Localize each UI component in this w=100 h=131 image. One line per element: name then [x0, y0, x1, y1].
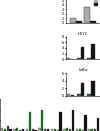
- Bar: [7, 126, 9, 131]
- Bar: [90, 21, 96, 23]
- Bar: [63, 129, 66, 131]
- Title: HEY1: HEY1: [78, 32, 88, 36]
- Bar: [44, 129, 46, 131]
- Bar: [94, 0, 97, 2]
- Bar: [51, 129, 53, 131]
- Bar: [76, 129, 78, 131]
- Bar: [34, 130, 37, 131]
- Bar: [94, 3, 97, 6]
- Bar: [22, 129, 24, 131]
- Bar: [57, 130, 59, 131]
- Bar: [81, 47, 84, 59]
- Bar: [77, 58, 81, 59]
- Bar: [1, 128, 3, 131]
- Bar: [41, 110, 43, 131]
- Bar: [47, 129, 49, 131]
- Bar: [38, 128, 41, 131]
- Bar: [66, 128, 68, 131]
- Bar: [84, 7, 90, 23]
- Bar: [70, 18, 76, 23]
- Bar: [77, 94, 81, 96]
- Bar: [16, 128, 18, 131]
- Bar: [72, 110, 74, 131]
- Bar: [19, 130, 21, 131]
- Bar: [67, 94, 70, 96]
- Bar: [29, 112, 31, 131]
- Bar: [82, 130, 84, 131]
- Bar: [32, 129, 34, 131]
- Bar: [26, 129, 28, 131]
- Bar: [54, 129, 56, 131]
- Bar: [87, 94, 91, 96]
- Bar: [87, 58, 91, 59]
- Bar: [88, 129, 91, 131]
- Bar: [94, 129, 96, 131]
- Bar: [84, 115, 87, 131]
- Bar: [4, 129, 6, 131]
- Title: I$\kappa$B$\alpha$: I$\kappa$B$\alpha$: [78, 66, 88, 73]
- Bar: [81, 83, 84, 96]
- Bar: [69, 129, 71, 131]
- Bar: [91, 129, 93, 131]
- Bar: [13, 129, 16, 131]
- Bar: [91, 44, 94, 59]
- Bar: [9, 129, 12, 131]
- Bar: [59, 112, 62, 131]
- Bar: [91, 81, 94, 96]
- Bar: [97, 118, 99, 131]
- Bar: [79, 129, 81, 131]
- Bar: [71, 95, 74, 96]
- Bar: [67, 58, 70, 59]
- Bar: [76, 21, 82, 23]
